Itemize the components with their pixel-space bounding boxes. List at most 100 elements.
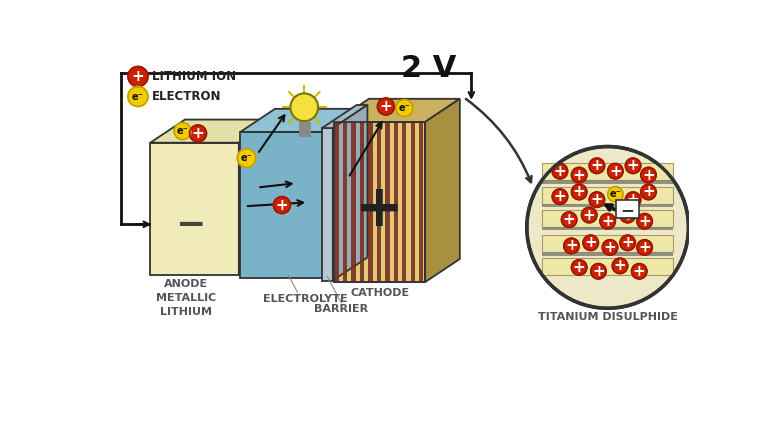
Circle shape: [128, 86, 148, 107]
FancyBboxPatch shape: [542, 258, 673, 275]
Circle shape: [552, 163, 568, 179]
Circle shape: [600, 213, 615, 229]
Text: +: +: [642, 184, 655, 200]
Circle shape: [591, 264, 606, 279]
Circle shape: [581, 207, 597, 223]
Text: +: +: [627, 158, 640, 173]
Polygon shape: [240, 132, 323, 278]
Circle shape: [612, 258, 627, 273]
Text: +: +: [584, 235, 597, 250]
Text: +: +: [379, 99, 392, 114]
Text: ELECTRON: ELECTRON: [152, 90, 221, 103]
Text: +: +: [638, 214, 651, 229]
Text: +: +: [621, 208, 634, 222]
FancyBboxPatch shape: [542, 163, 673, 181]
Text: +: +: [614, 258, 627, 273]
Polygon shape: [385, 122, 389, 282]
Text: +: +: [554, 189, 566, 204]
Polygon shape: [333, 105, 367, 280]
Polygon shape: [334, 122, 339, 282]
Circle shape: [290, 93, 318, 121]
Circle shape: [625, 192, 641, 207]
Circle shape: [571, 167, 587, 183]
Polygon shape: [402, 122, 406, 282]
FancyBboxPatch shape: [542, 210, 673, 227]
FancyBboxPatch shape: [542, 181, 673, 184]
Text: +: +: [601, 214, 614, 229]
Text: −: −: [175, 208, 205, 242]
Circle shape: [620, 235, 635, 251]
Text: +: +: [573, 168, 585, 183]
Circle shape: [571, 260, 587, 275]
Text: −: −: [621, 201, 634, 219]
Text: +: +: [573, 260, 585, 275]
Text: +: +: [356, 181, 404, 238]
Circle shape: [641, 184, 656, 200]
Text: +: +: [583, 208, 595, 222]
Polygon shape: [368, 122, 372, 282]
Circle shape: [237, 149, 256, 167]
Text: e⁻: e⁻: [177, 126, 188, 136]
Text: +: +: [621, 235, 634, 250]
Text: CATHODE: CATHODE: [350, 288, 409, 298]
Polygon shape: [151, 143, 239, 275]
Circle shape: [620, 207, 635, 223]
Polygon shape: [151, 120, 273, 143]
Text: +: +: [604, 240, 617, 255]
Text: +: +: [642, 168, 655, 183]
Text: +: +: [638, 240, 651, 255]
Circle shape: [561, 212, 577, 227]
Polygon shape: [359, 122, 364, 282]
Circle shape: [625, 158, 641, 174]
Polygon shape: [425, 99, 460, 282]
Circle shape: [637, 240, 652, 255]
Polygon shape: [419, 122, 423, 282]
Polygon shape: [351, 122, 356, 282]
Text: +: +: [633, 264, 646, 279]
Text: TITANIUM DISULPHIDE: TITANIUM DISULPHIDE: [538, 312, 677, 322]
Text: +: +: [554, 164, 566, 179]
Circle shape: [589, 192, 604, 207]
Circle shape: [631, 264, 647, 279]
Circle shape: [571, 184, 587, 200]
Circle shape: [637, 213, 652, 229]
Circle shape: [128, 67, 148, 86]
Circle shape: [583, 235, 598, 251]
Polygon shape: [343, 122, 347, 282]
Text: e⁻: e⁻: [132, 92, 144, 102]
Polygon shape: [393, 122, 398, 282]
FancyBboxPatch shape: [542, 187, 673, 203]
Text: e⁻: e⁻: [240, 153, 253, 163]
Circle shape: [396, 100, 413, 117]
Text: LITHIUM ION: LITHIUM ION: [152, 70, 236, 83]
Circle shape: [589, 158, 604, 174]
Circle shape: [607, 187, 623, 202]
Circle shape: [564, 238, 579, 254]
Text: 2 V: 2 V: [402, 54, 457, 83]
Text: +: +: [192, 126, 204, 141]
FancyBboxPatch shape: [542, 252, 673, 256]
Polygon shape: [322, 128, 333, 280]
Polygon shape: [240, 109, 358, 132]
FancyBboxPatch shape: [616, 200, 639, 218]
Circle shape: [602, 240, 617, 255]
Polygon shape: [376, 122, 381, 282]
FancyBboxPatch shape: [542, 235, 673, 252]
Polygon shape: [323, 109, 358, 278]
Circle shape: [641, 167, 656, 183]
Polygon shape: [239, 120, 273, 275]
Text: ANODE
METALLIC
LITHIUM: ANODE METALLIC LITHIUM: [156, 279, 216, 317]
Polygon shape: [334, 99, 460, 122]
Text: +: +: [565, 238, 578, 254]
Circle shape: [273, 197, 290, 213]
Text: +: +: [131, 69, 144, 84]
Text: +: +: [627, 192, 640, 207]
Text: +: +: [591, 192, 603, 207]
Circle shape: [377, 98, 395, 115]
Text: +: +: [592, 264, 604, 279]
Polygon shape: [334, 122, 425, 282]
Polygon shape: [411, 122, 415, 282]
Text: e⁻: e⁻: [399, 103, 410, 113]
Text: +: +: [609, 164, 622, 179]
Text: e⁻: e⁻: [610, 189, 621, 199]
